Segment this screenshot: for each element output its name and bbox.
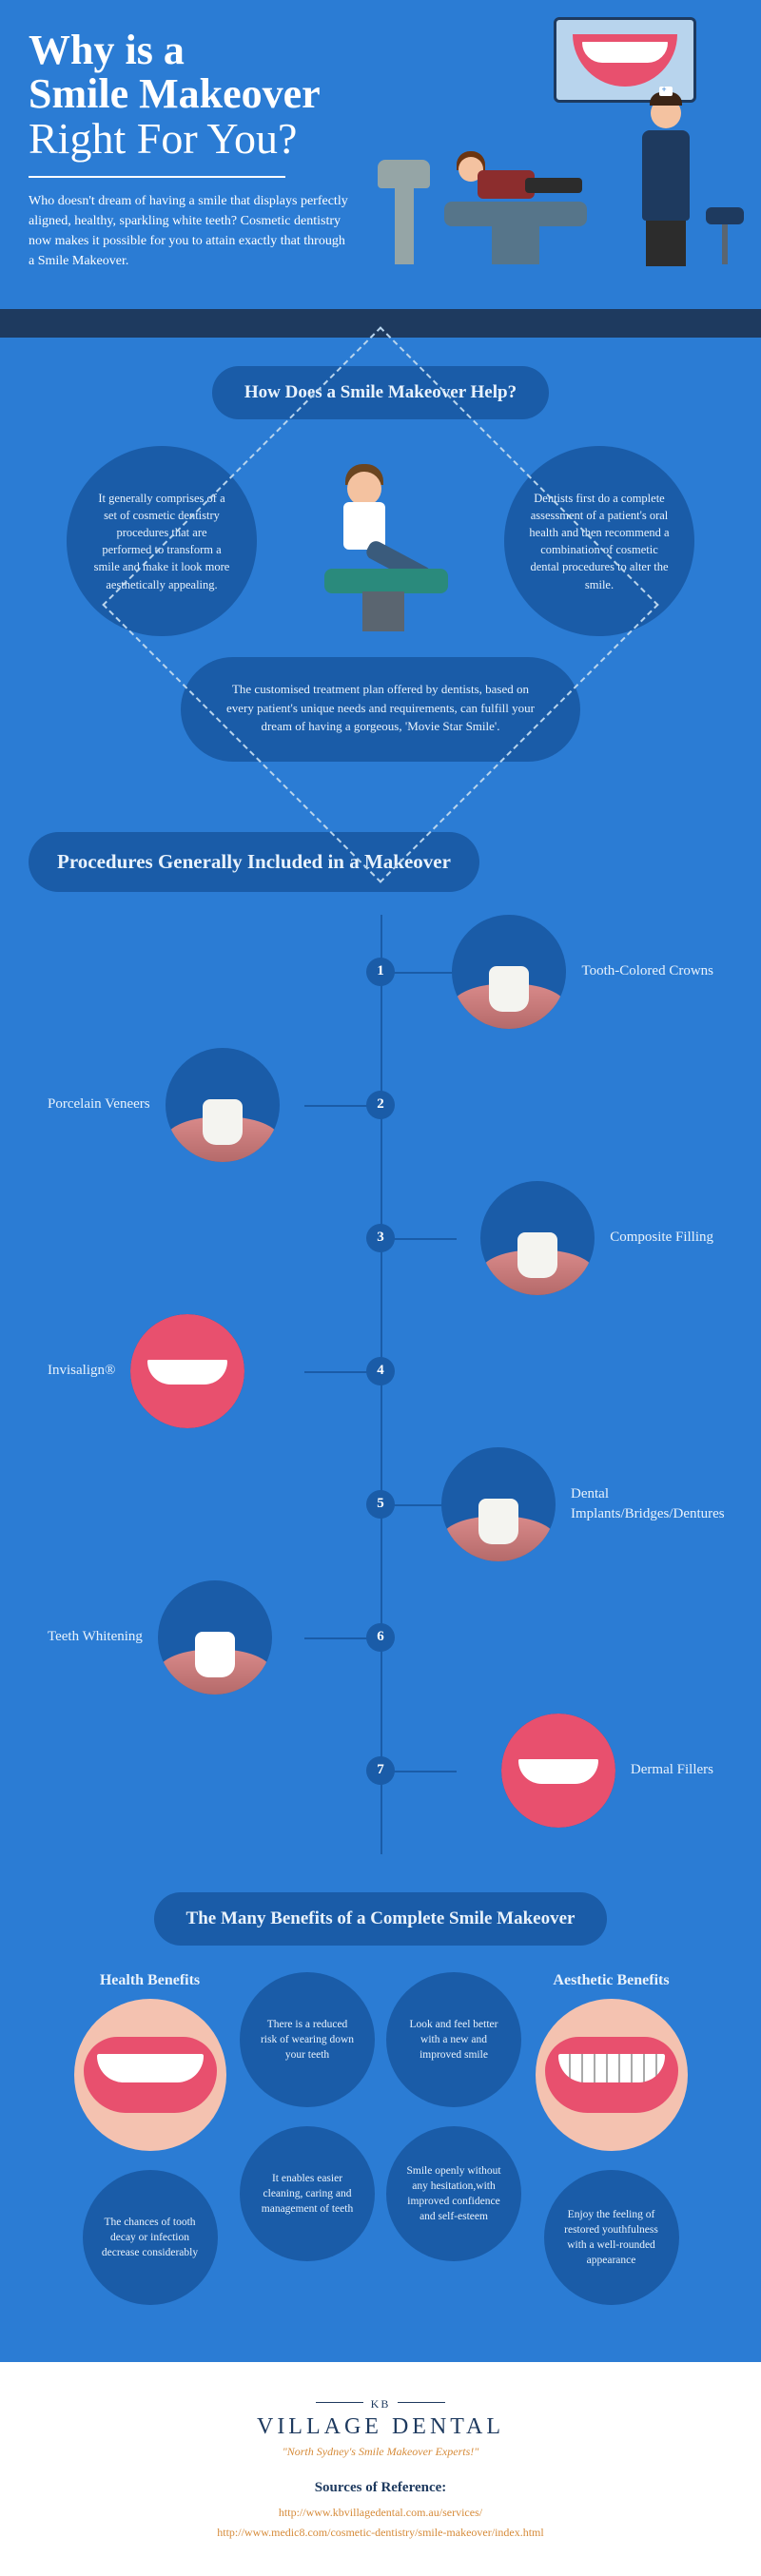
procedures-list: 1 Tooth-Colored Crowns 2 Porcelain Venee… — [29, 915, 732, 1881]
divider-bar — [0, 309, 761, 338]
aesthetic-benefit-1: Look and feel better with a new and impr… — [386, 1972, 521, 2107]
patient-sitting-icon — [290, 451, 471, 631]
help-bubble-right: Dentists first do a complete assessment … — [504, 446, 694, 636]
procedure-label: Dermal Fillers — [631, 1760, 713, 1779]
logo-kb: KB — [371, 2397, 391, 2411]
aesthetic-benefit-2: Smile openly without any hesitation,with… — [386, 2126, 521, 2261]
sources-heading: Sources of Reference: — [29, 2480, 732, 2496]
smile-display-icon — [554, 17, 696, 103]
footer: KB VILLAGE DENTAL "North Sydney's Smile … — [0, 2362, 761, 2576]
infographic-container: Why is a Smile Makeover Right For You? W… — [0, 0, 761, 2362]
procedure-number: 3 — [366, 1224, 395, 1252]
procedure-number: 4 — [366, 1357, 395, 1385]
aesthetic-benefit-3: Enjoy the feeling of restored youthfulne… — [544, 2170, 679, 2305]
aesthetic-benefits-col: Aesthetic Benefits Enjoy the feeling of … — [533, 1972, 690, 2305]
procedure-label: Porcelain Veneers — [48, 1094, 150, 1114]
procedure-label: Invisalign® — [48, 1361, 115, 1380]
dermal-filler-icon — [501, 1714, 615, 1828]
filling-icon — [480, 1181, 595, 1295]
procedure-item-6: 6 Teeth Whitening — [48, 1580, 713, 1695]
title-divider — [29, 176, 285, 178]
procedure-item-3: 3 Composite Filling — [48, 1181, 713, 1295]
intro-text: Who doesn't dream of having a smile that… — [29, 191, 352, 271]
procedure-item-4: 4 Invisalign® — [48, 1314, 713, 1428]
procedure-number: 1 — [366, 958, 395, 986]
healthy-smile-icon — [74, 1999, 226, 2151]
invisalign-icon — [130, 1314, 244, 1428]
logo: KB VILLAGE DENTAL — [29, 2389, 732, 2440]
sink-icon — [378, 160, 430, 264]
crown-icon — [452, 915, 566, 1029]
dentist-icon — [634, 98, 696, 264]
procedure-number: 7 — [366, 1756, 395, 1785]
help-bubble-left: It generally comprises of a set of cosme… — [67, 446, 257, 636]
procedure-item-1: 1 Tooth-Colored Crowns — [48, 915, 713, 1029]
procedure-item-5: 5 Dental Implants/Bridges/Dentures — [48, 1447, 713, 1561]
aesthetic-benefits-title: Aesthetic Benefits — [536, 1972, 688, 1989]
source-links: http://www.kbvillagedental.com.au/servic… — [29, 2503, 732, 2542]
section-3-heading: The Many Benefits of a Complete Smile Ma… — [154, 1892, 608, 1947]
benefits-section: The Many Benefits of a Complete Smile Ma… — [29, 1881, 732, 2334]
procedure-number: 6 — [366, 1623, 395, 1652]
source-1: http://www.kbvillagedental.com.au/servic… — [29, 2503, 732, 2522]
procedure-label: Dental Implants/Bridges/Dentures — [571, 1484, 713, 1523]
source-2: http://www.medic8.com/cosmetic-dentistry… — [29, 2523, 732, 2542]
implant-icon — [441, 1447, 556, 1561]
dental-office-illustration — [363, 17, 744, 264]
health-benefits-title: Health Benefits — [74, 1972, 226, 1989]
procedure-number: 5 — [366, 1490, 395, 1519]
health-bubbles-col: There is a reduced risk of wearing down … — [240, 1972, 375, 2261]
whitening-icon — [158, 1580, 272, 1695]
content-body: How Does a Smile Makeover Help? It gener… — [0, 338, 761, 2363]
header-section: Why is a Smile Makeover Right For You? W… — [0, 0, 761, 309]
stool-icon — [706, 207, 744, 264]
procedure-label: Composite Filling — [610, 1228, 713, 1247]
tagline: "North Sydney's Smile Makeover Experts!" — [29, 2445, 732, 2459]
section-1-heading: How Does a Smile Makeover Help? — [212, 366, 549, 420]
help-bubble-bottom: The customised treatment plan offered by… — [181, 657, 580, 762]
veneer-icon — [166, 1048, 280, 1162]
procedure-label: Tooth-Colored Crowns — [581, 961, 713, 980]
how-help-diagram: It generally comprises of a set of cosme… — [29, 446, 732, 796]
health-benefit-3: The chances of tooth decay or infection … — [83, 2170, 218, 2305]
procedure-item-7: 7 Dermal Fillers — [48, 1714, 713, 1828]
aesthetic-bubbles-col: Look and feel better with a new and impr… — [386, 1972, 521, 2261]
section-2-heading: Procedures Generally Included in a Makeo… — [29, 832, 479, 891]
procedure-label: Teeth Whitening — [48, 1627, 143, 1646]
logo-main: VILLAGE DENTAL — [29, 2414, 732, 2440]
health-benefit-2: It enables easier cleaning, caring and m… — [240, 2126, 375, 2261]
health-benefit-1: There is a reduced risk of wearing down … — [240, 1972, 375, 2107]
lamp-icon — [592, 112, 625, 169]
procedure-number: 2 — [366, 1091, 395, 1119]
dental-chair-icon — [444, 131, 606, 264]
braces-smile-icon — [536, 1999, 688, 2151]
health-benefits-col: Health Benefits The chances of tooth dec… — [71, 1972, 228, 2305]
procedure-item-2: 2 Porcelain Veneers — [48, 1048, 713, 1162]
